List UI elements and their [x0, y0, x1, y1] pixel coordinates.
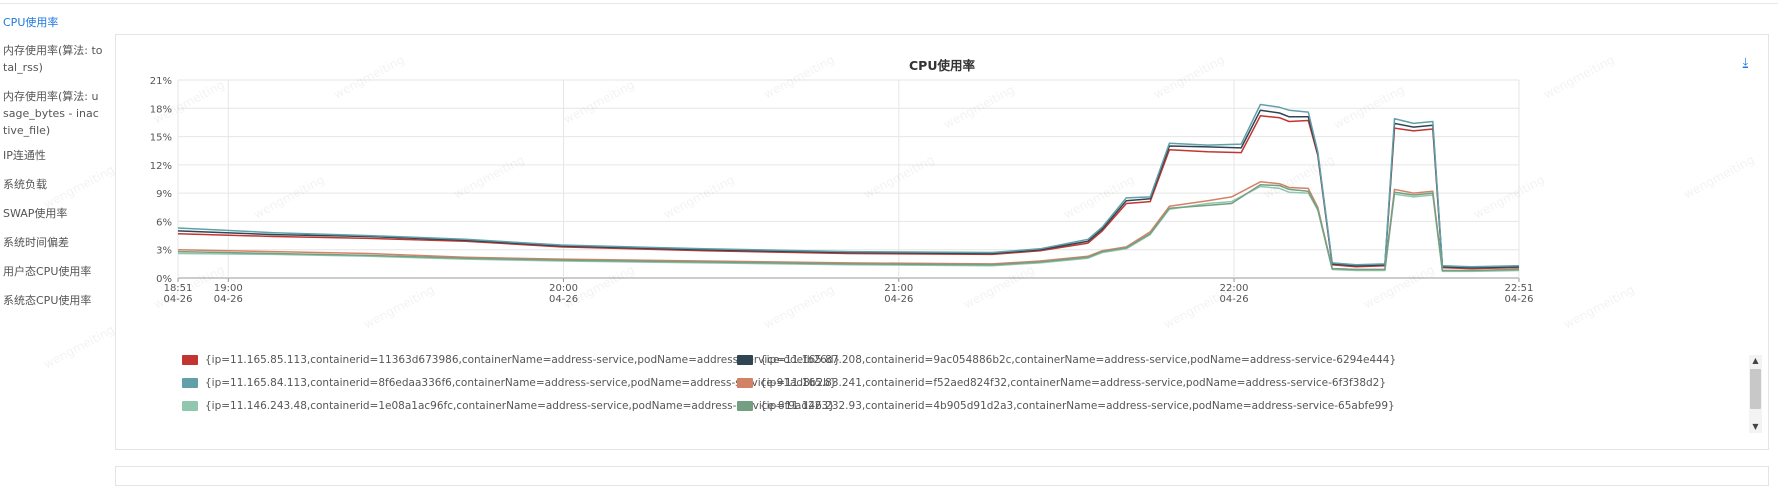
series-line-5 — [177, 183, 1520, 272]
x-tick-date-label: 04-26 — [1220, 294, 1249, 305]
legend-swatch — [182, 401, 198, 411]
scroll-up-arrow-icon[interactable]: ▲ — [1752, 356, 1759, 365]
legend-label: {ip=11.146.243.48,containerid=1e08a1ac96… — [205, 400, 835, 412]
legend-item[interactable]: {ip=11.165.87.208,containerid=9ac054886b… — [737, 354, 1396, 366]
sidebar-item-3[interactable]: IP连通性 — [3, 149, 46, 162]
series-line-3 — [177, 181, 1520, 272]
legend-label: {ip=11.165.85.113,containerid=11363d6739… — [205, 354, 841, 366]
sidebar-item-0[interactable]: CPU使用率 — [3, 16, 59, 29]
x-tick-label: 22:51 — [1505, 283, 1534, 294]
legend-swatch — [182, 378, 198, 388]
legend-item[interactable]: {ip=11.146.243.48,containerid=1e08a1ac96… — [182, 400, 835, 412]
legend-scrollbar[interactable]: ▲ ▼ — [1749, 355, 1762, 433]
series-line-2 — [177, 103, 1520, 268]
series-line-1 — [177, 109, 1520, 269]
sidebar-item-1[interactable]: 内存使用率(算法: total_rss) — [3, 44, 103, 74]
y-tick-label: 18% — [150, 104, 172, 115]
x-tick-label: 18:51 — [164, 283, 193, 294]
series-line-4 — [177, 185, 1520, 273]
x-tick-date-label: 04-26 — [884, 294, 913, 305]
x-tick-label: 21:00 — [884, 283, 913, 294]
scroll-down-arrow-icon[interactable]: ▼ — [1752, 422, 1759, 431]
y-tick-label: 6% — [156, 217, 172, 228]
chart-panel: CPU使用率 ⤓ 0% 3% 6% 9% 12% 15% 18% 21% 18:51 04-26 1… — [115, 34, 1769, 450]
series-line-0 — [177, 115, 1520, 270]
y-tick-label: 9% — [156, 189, 172, 200]
next-chart-panel — [115, 466, 1769, 486]
legend-label: {ip=11.165.87.208,containerid=9ac054886b… — [760, 354, 1397, 366]
scroll-thumb[interactable] — [1750, 369, 1761, 409]
chart-legend: {ip=11.165.85.113,containerid=11363d6739… — [182, 354, 1742, 440]
top-divider — [0, 3, 1778, 4]
legend-swatch — [737, 378, 753, 388]
sidebar-item-4[interactable]: 系统负载 — [3, 178, 47, 191]
x-tick-date-label: 04-26 — [1504, 294, 1533, 305]
download-icon[interactable]: ⤓ — [1742, 55, 1748, 69]
sidebar-item-2[interactable]: 内存使用率(算法: usage_bytes - inactive_file) — [3, 90, 99, 137]
x-tick-label: 19:00 — [214, 283, 243, 294]
legend-label: {ip=11.165.84.113,containerid=8f6edaa336… — [205, 377, 837, 389]
legend-item[interactable]: {ip=11.165.83.241,containerid=f52aed824f… — [737, 377, 1386, 389]
legend-item[interactable]: {ip=11.165.84.113,containerid=8f6edaa336… — [182, 377, 836, 389]
watermark: wengmeiting — [41, 322, 117, 372]
y-tick-label: 15% — [150, 133, 172, 144]
y-tick-label: 12% — [150, 161, 172, 172]
legend-label: {ip=11.146.232.93,containerid=4b905d91d2… — [760, 400, 1395, 412]
legend-swatch — [182, 355, 198, 365]
x-tick-date-label: 04-26 — [214, 294, 243, 305]
y-tick-label: 21% — [150, 76, 172, 87]
legend-item[interactable]: {ip=11.165.85.113,containerid=11363d6739… — [182, 354, 840, 366]
y-tick-label: 0% — [156, 274, 172, 285]
y-tick-label: 3% — [156, 246, 172, 257]
legend-item[interactable]: {ip=11.146.232.93,containerid=4b905d91d2… — [737, 400, 1395, 412]
x-tick-date-label: 04-26 — [163, 294, 192, 305]
sidebar-item-6[interactable]: 系统时间偏差 — [3, 236, 69, 249]
chart-title: CPU使用率 — [909, 58, 975, 73]
legend-swatch — [737, 401, 753, 411]
x-tick-label: 22:00 — [1220, 283, 1249, 294]
sidebar-item-8[interactable]: 系统态CPU使用率 — [3, 294, 92, 307]
legend-swatch — [737, 355, 753, 365]
sidebar-item-5[interactable]: SWAP使用率 — [3, 207, 68, 220]
sidebar-item-7[interactable]: 用户态CPU使用率 — [3, 265, 92, 278]
cpu-usage-chart: 0%3%6%9%12%15%18%21%18:5104-2619:0004-26… — [150, 76, 1534, 305]
x-tick-date-label: 04-26 — [549, 294, 578, 305]
x-tick-label: 20:00 — [549, 283, 578, 294]
legend-label: {ip=11.165.83.241,containerid=f52aed824f… — [760, 377, 1387, 389]
